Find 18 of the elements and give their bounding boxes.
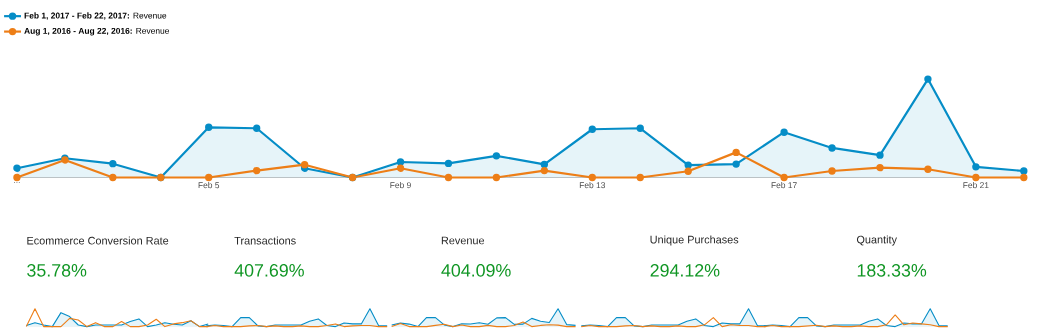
chart-title: Unique Purchases — [650, 235, 739, 246]
chart-subtitle: 407.69% — [234, 264, 304, 277]
x-tick-label: Feb 17 — [771, 181, 797, 189]
x-tick-label: Feb 21 — [963, 181, 989, 189]
x-tick-label: Feb 9 — [390, 181, 411, 189]
chart-title: Revenue — [441, 236, 485, 245]
chart-subtitle: 404.09% — [441, 264, 511, 277]
x-tick-label: Feb 5 — [198, 181, 220, 189]
x-tick-label: ... — [14, 181, 20, 183]
chart-subtitle: 35.78% — [27, 264, 87, 277]
x-tick-label: Feb 13 — [579, 181, 606, 189]
chart-subtitle: 183.33% — [857, 264, 927, 277]
chart-subtitle: 294.12% — [650, 264, 720, 277]
chart-title: Transactions — [234, 236, 296, 245]
legend-label: Aug 1, 2016 - Aug 22, 2016: Revenue — [24, 27, 170, 36]
chart-title: Ecommerce Conversion Rate — [27, 236, 169, 245]
chart-title: Quantity — [856, 235, 897, 246]
legend-label: Feb 1, 2017 - Feb 22, 2017: Revenue — [24, 12, 167, 20]
